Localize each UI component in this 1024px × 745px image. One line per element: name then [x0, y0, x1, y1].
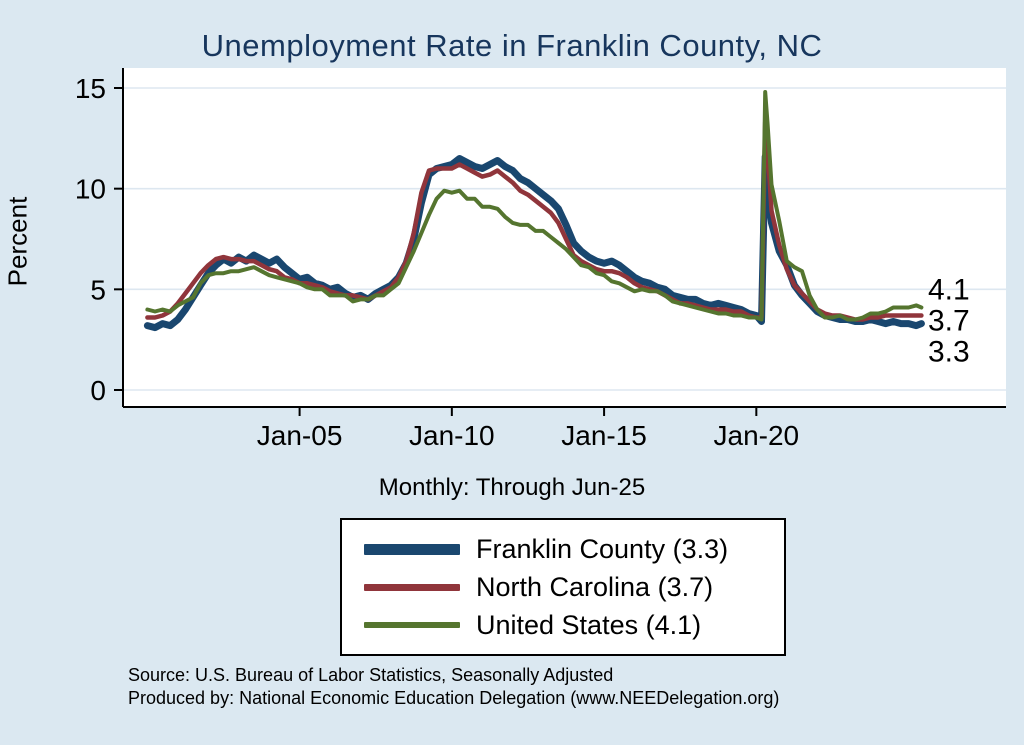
y-tick-label-10: 10 [75, 174, 106, 205]
y-tick-label-15: 15 [75, 73, 106, 104]
y-axis-label: Percent [2, 196, 33, 287]
legend-label: North Carolina (3.7) [476, 571, 714, 602]
x-tick-label-Jan-20: Jan-20 [714, 420, 800, 451]
source-notes: Source: U.S. Bureau of Labor Statistics,… [128, 664, 779, 710]
legend-label: United States (4.1) [476, 609, 702, 640]
legend-item-north-carolina: North Carolina (3.7) [364, 572, 784, 603]
franklin-county-line-swatch [364, 543, 460, 555]
legend-item-united-states: United States (4.1) [364, 610, 784, 641]
source-note-line: Source: U.S. Bureau of Labor Statistics,… [128, 665, 614, 685]
chart-title: Unemployment Rate in Franklin County, NC [201, 28, 823, 63]
y-tick-label-5: 5 [90, 274, 106, 305]
chart-subtitle: Monthly: Through Jun-25 [378, 474, 646, 501]
north-carolina-line-swatch [364, 583, 460, 591]
y-tick-label-0: 0 [90, 375, 106, 406]
legend-label: Franklin County (3.3) [476, 533, 729, 564]
end-value-label-4.1: 4.1 [928, 273, 970, 306]
end-value-label-3.3: 3.3 [928, 336, 970, 369]
produced-by-note-line: Produced by: National Economic Education… [128, 688, 780, 708]
legend-box: Franklin County (3.3) North Carolina (3.… [340, 518, 786, 656]
legend-item-franklin-county: Franklin County (3.3) [364, 534, 784, 565]
x-tick-label-Jan-10: Jan-10 [409, 420, 495, 451]
united-states-line-swatch [364, 622, 460, 628]
end-value-label-3.7: 3.7 [928, 305, 970, 338]
series-line-nc [145, 119, 924, 322]
x-tick-label-Jan-15: Jan-15 [561, 420, 647, 451]
series-line-us [145, 90, 924, 322]
x-tick-label-Jan-05: Jan-05 [257, 420, 343, 451]
